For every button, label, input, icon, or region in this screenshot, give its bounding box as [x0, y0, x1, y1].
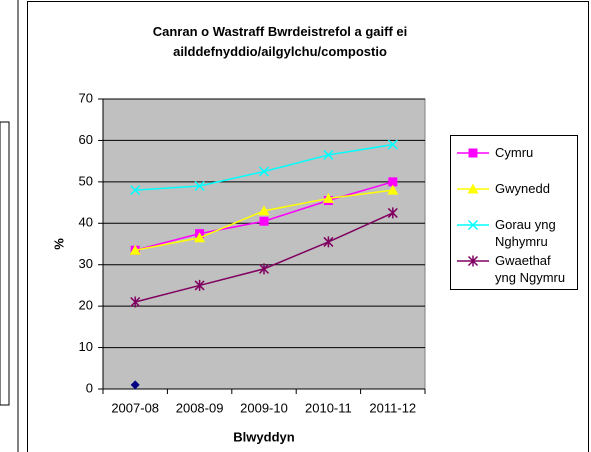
x-tick-label: 2010-11 — [305, 400, 352, 415]
y-tick-label: 40 — [79, 215, 93, 230]
marker — [130, 296, 141, 308]
y-tick-label: 60 — [79, 132, 93, 147]
marker — [468, 148, 478, 158]
legend-item: Gwaethaf yng Ngymru — [451, 252, 579, 286]
marker — [388, 177, 398, 187]
legend-item: Cymru — [451, 144, 579, 178]
legend-swatch — [457, 255, 489, 267]
legend-label: Gorau yng Nghymru — [495, 217, 556, 249]
marker — [467, 219, 479, 231]
neighbor-chart-edge — [0, 121, 10, 406]
legend-label: Cymru — [495, 145, 534, 160]
marker — [258, 205, 270, 216]
x-tick-label: 2007-08 — [111, 400, 159, 415]
legend-label: Gwaethaf yng Ngymru — [495, 253, 566, 285]
y-tick-label: 50 — [79, 173, 93, 188]
chart-title: Canran o Wastraff Bwrdeistrefol a gaiff … — [152, 24, 408, 59]
x-tick-label: 2009-10 — [240, 400, 288, 415]
marker — [323, 149, 334, 160]
y-tick-label: 20 — [79, 298, 93, 313]
marker — [467, 183, 479, 194]
marker — [387, 184, 399, 195]
x-tick-label: 2011-12 — [369, 400, 416, 415]
y-tick-label: 30 — [79, 256, 93, 271]
marker — [194, 279, 205, 291]
legend-swatch — [457, 148, 489, 158]
y-tick-label: 0 — [86, 380, 93, 395]
marker — [194, 180, 205, 192]
marker — [467, 255, 479, 267]
marker — [129, 244, 141, 255]
marker — [258, 263, 270, 275]
legend-swatch — [457, 219, 489, 231]
legend-item: Gorau yng Nghymru — [451, 216, 579, 250]
y-tick-label: 70 — [79, 90, 93, 105]
y-axis-title: % — [51, 238, 66, 250]
legend-item: Gwynedd — [451, 180, 579, 214]
marker — [387, 139, 398, 150]
y-tick-label: 10 — [79, 339, 93, 354]
x-axis-title: Blwyddyn — [233, 429, 294, 444]
marker — [323, 236, 334, 248]
legend-label: Gwynedd — [495, 181, 550, 196]
marker — [322, 192, 334, 203]
plot-area — [102, 98, 426, 390]
marker — [259, 216, 269, 226]
marker — [130, 185, 141, 196]
x-tick-label: 2008-09 — [176, 400, 224, 415]
legend: Cymru Gwynedd Gorau yng Nghymru Gwaethaf yn… — [450, 135, 578, 290]
marker — [258, 166, 270, 177]
legend-swatch — [457, 183, 489, 194]
marker — [130, 380, 140, 390]
marker — [387, 207, 398, 219]
marker — [194, 232, 206, 243]
